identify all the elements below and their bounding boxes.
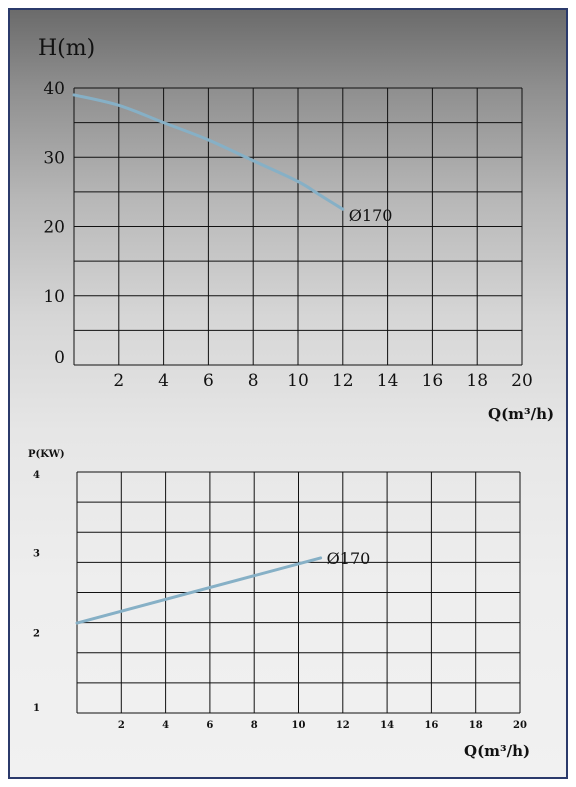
power-axis-label: P(KW) bbox=[28, 449, 65, 460]
power-x-tick-label: 20 bbox=[513, 720, 527, 731]
head-x-tick-label: 16 bbox=[422, 371, 444, 391]
power-x-tick-label: 10 bbox=[292, 720, 306, 731]
head-x-tick-label: 8 bbox=[248, 371, 259, 391]
chart-panel: H(m) Q(m³/h) 2 4 6 8 10 12 14 16 18 20 0 10 20 30 40 … bbox=[8, 8, 568, 779]
head-x-tick-label: 2 bbox=[113, 371, 124, 391]
power-x-tick-label: 14 bbox=[380, 720, 394, 731]
head-y-tick-label: 20 bbox=[43, 218, 65, 238]
head-y-tick-label: 0 bbox=[54, 348, 65, 368]
power-x-tick-label: 8 bbox=[251, 720, 258, 731]
head-chart: H(m) Q(m³/h) 2 4 6 8 10 12 14 16 18 20 010203040 … bbox=[38, 36, 554, 423]
head-x-tick-label: 14 bbox=[377, 371, 399, 391]
head-x-ticks: 2 4 6 8 10 12 14 16 18 20 bbox=[113, 371, 532, 391]
power-y-tick-label: 2 bbox=[33, 629, 40, 640]
power-x-ticks: 2 4 6 8 10 12 14 16 18 20 bbox=[118, 720, 527, 731]
power-series: Ø170 bbox=[75, 549, 371, 625]
power-series-label: Ø170 bbox=[327, 549, 371, 568]
power-x-tick-label: 2 bbox=[118, 720, 125, 731]
head-x-tick-label: 20 bbox=[511, 371, 533, 391]
head-y-tick-label: 40 bbox=[43, 79, 65, 99]
power-y-tick-label: 3 bbox=[33, 548, 40, 559]
power-x-axis-label: Q(m³/h) bbox=[464, 742, 530, 760]
power-series-line bbox=[75, 556, 323, 625]
head-series-line bbox=[72, 93, 345, 211]
power-grid bbox=[76, 471, 521, 714]
head-grid bbox=[73, 87, 523, 366]
power-x-tick-label: 4 bbox=[162, 720, 169, 731]
power-y-tick-label: 1 bbox=[33, 703, 40, 714]
head-series: Ø170 bbox=[72, 93, 393, 225]
head-y-tick-label: 10 bbox=[43, 287, 65, 307]
power-x-tick-label: 16 bbox=[424, 720, 438, 731]
head-x-tick-label: 12 bbox=[332, 371, 354, 391]
pump-curves-svg: H(m) Q(m³/h) 2 4 6 8 10 12 14 16 18 20 010203040 … bbox=[28, 36, 554, 760]
power-y-ticks: 1 2 3 4 bbox=[33, 470, 40, 714]
head-x-tick-label: 4 bbox=[158, 371, 169, 391]
head-x-tick-label: 18 bbox=[466, 371, 488, 391]
power-x-tick-label: 12 bbox=[336, 720, 350, 731]
head-y-ticks: 0 10 20 30 40 bbox=[43, 79, 65, 368]
power-x-tick-label: 6 bbox=[206, 720, 213, 731]
head-x-tick-label: 6 bbox=[203, 371, 214, 391]
power-y-tick-label: 4 bbox=[33, 470, 40, 481]
head-series-label: Ø170 bbox=[349, 206, 393, 225]
head-y-tick-label: 30 bbox=[43, 148, 65, 168]
power-x-tick-label: 18 bbox=[469, 720, 483, 731]
head-x-tick-label: 10 bbox=[287, 371, 309, 391]
head-x-axis-label: Q(m³/h) bbox=[488, 405, 554, 423]
head-axis-label: H(m) bbox=[38, 36, 95, 61]
